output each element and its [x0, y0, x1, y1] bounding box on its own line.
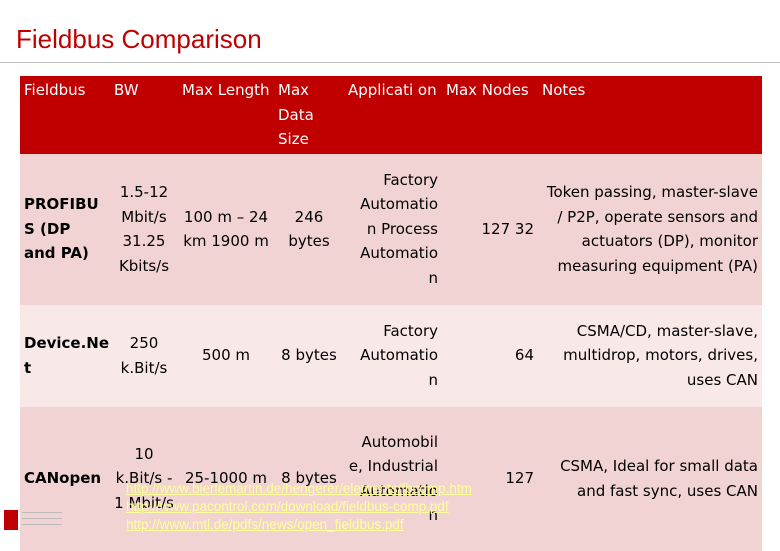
cell-application: Factory Automatio n Process Automatio n [344, 153, 442, 305]
table-row: CANopen 10 k.Bit/s - 1 Mbit/s 25-1000 m … [20, 406, 762, 551]
cell-fieldbus: CANopen [20, 406, 110, 551]
cell-max-data-size: 8 bytes [274, 406, 344, 551]
source-link[interactable]: http://www.mtl.de/pdfs/news/open_fieldbu… [126, 517, 404, 532]
header-fieldbus: Fieldbus [20, 76, 110, 154]
header-max-length: Max Length [178, 76, 274, 154]
table-row: Device.Ne t 250 k.Bit/s 500 m 8 bytes Fa… [20, 304, 762, 407]
cell-application: Factory Automatio n [344, 304, 442, 407]
logo [4, 506, 62, 532]
header-max-data-size: Max Data Size [274, 76, 344, 154]
cell-fieldbus: PROFIBU S (DP and PA) [20, 153, 110, 305]
logo-mark [4, 510, 18, 530]
cell-fieldbus: Device.Ne t [20, 304, 110, 407]
header-application: Applicati on [344, 76, 442, 154]
cell-max-nodes: 64 [442, 304, 538, 407]
cell-notes: Token passing, master-slave / P2P, opera… [538, 153, 762, 305]
title-divider [0, 62, 780, 63]
header-notes: Notes [538, 76, 762, 154]
cell-bw: 1.5-12 Mbit/s 31.25 Kbits/s [110, 153, 178, 305]
cell-notes: CSMA, Ideal for small data and fast sync… [538, 406, 762, 551]
cell-max-nodes: 127 32 [442, 153, 538, 305]
table-header-row: Fieldbus BW Max Length Max Data Size App… [20, 76, 762, 154]
table-row: PROFIBU S (DP and PA) 1.5-12 Mbit/s 31.2… [20, 153, 762, 305]
cell-bw: 10 k.Bit/s - 1 Mbit/s [110, 406, 178, 551]
cell-max-length: 500 m [178, 304, 274, 407]
source-link[interactable]: http://www.bierlemartin.de/hengerer/elem… [126, 481, 472, 496]
source-link[interactable]: http://www.pacontrol.com/download/fieldb… [126, 499, 449, 514]
source-links: http://www.bierlemartin.de/hengerer/elem… [126, 480, 472, 534]
cell-max-length: 25-1000 m [178, 406, 274, 551]
header-max-nodes: Max Nodes [442, 76, 538, 154]
cell-bw: 250 k.Bit/s [110, 304, 178, 407]
fieldbus-comparison-table: Fieldbus BW Max Length Max Data Size App… [20, 76, 762, 551]
header-bw: BW [110, 76, 178, 154]
cell-max-nodes: 127 [442, 406, 538, 551]
cell-max-data-size: 246 bytes [274, 153, 344, 305]
slide-title: Fieldbus Comparison [16, 24, 262, 54]
cell-application: Automobil e, Industrial Automatio n [344, 406, 442, 551]
cell-max-length: 100 m – 24 km 1900 m [178, 153, 274, 305]
cell-notes: CSMA/CD, master-slave, multidrop, motors… [538, 304, 762, 407]
cell-max-data-size: 8 bytes [274, 304, 344, 407]
